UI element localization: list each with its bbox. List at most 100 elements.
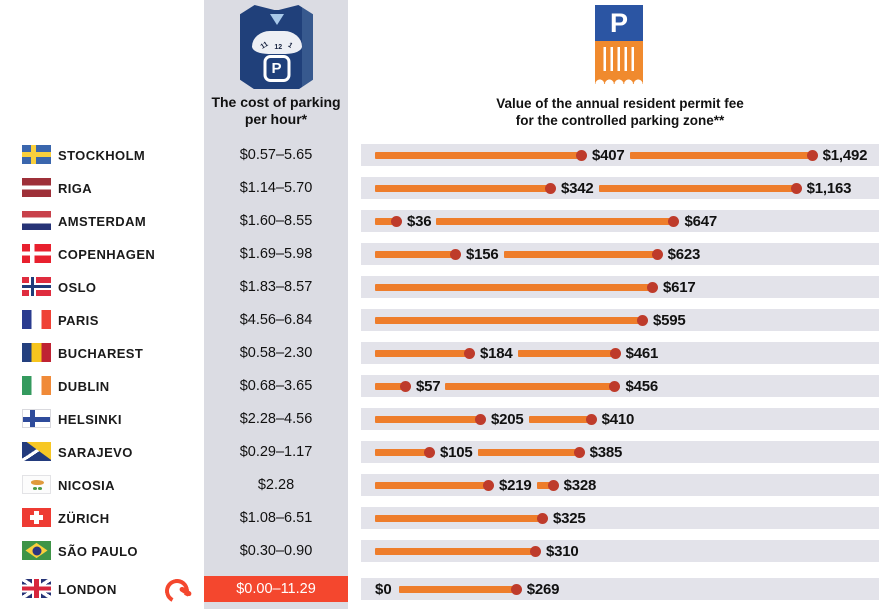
permit-fee-bar xyxy=(398,585,513,593)
bar-endpoint-dot-icon xyxy=(790,182,802,194)
hourly-cost-value: $0.00–11.29 xyxy=(204,576,348,602)
bar-endpoint-dot-icon xyxy=(400,380,411,392)
permit-fee-bar-track: $595 xyxy=(361,309,879,331)
flag-bosnia-icon xyxy=(22,442,51,461)
permit-fee-bar-track: $105 $385 xyxy=(361,441,879,463)
city-label: PARIS xyxy=(58,312,99,328)
table-row: SÃO PAULO $0.30–0.90 $310 xyxy=(0,540,891,562)
permit-fee-bar xyxy=(436,217,671,225)
bar-endpoint-dot-icon xyxy=(576,149,587,161)
parking-ticket-icon: P xyxy=(595,5,643,84)
bar-endpoint-dot-icon xyxy=(545,182,556,194)
table-row: BUCHAREST $0.58–2.30 $184 $461 xyxy=(0,342,891,364)
speedometer-gauge-icon xyxy=(161,575,194,607)
permit-fee-value-label: $105 xyxy=(440,443,473,461)
permit-fee-value-label: $461 xyxy=(625,344,659,362)
disc-dial-icon: 11 12 1 xyxy=(251,31,302,54)
permit-fee-bar-track: $342 $1,163 xyxy=(361,177,879,199)
permit-fee-value-label: $325 xyxy=(553,509,586,527)
bar-endpoint-dot-icon xyxy=(637,314,648,326)
hourly-title-line1: The cost of parking xyxy=(211,94,341,110)
permit-fee-bar-track: $325 xyxy=(361,507,879,529)
permit-fee-value-label: $156 xyxy=(466,245,499,263)
bar-endpoint-dot-icon xyxy=(424,446,435,458)
permit-fee-value-label: $310 xyxy=(546,542,579,560)
permit-fee-bar-track: $205 $410 xyxy=(361,408,879,430)
flag-romania-icon xyxy=(22,343,51,362)
permit-fee-bar xyxy=(517,349,612,357)
table-row: OSLO $1.83–8.57 $617 xyxy=(0,276,891,298)
hourly-cost-value: $0.68–3.65 xyxy=(239,378,313,394)
table-row: DUBLIN $0.68–3.65 $57 $456 xyxy=(0,375,891,397)
city-label: ZÜRICH xyxy=(58,510,110,526)
city-label: HELSINKI xyxy=(58,411,122,427)
dial-number: 11 xyxy=(259,40,270,51)
bar-endpoint-dot-icon xyxy=(483,479,494,491)
permit-fee-bar xyxy=(598,184,793,192)
permit-fee-bar-track: $156 $623 xyxy=(361,243,879,265)
disc-pointer-triangle-icon xyxy=(269,14,284,25)
permit-fee-value-label: $456 xyxy=(625,377,659,395)
city-label: LONDON xyxy=(58,581,117,597)
city-label: BUCHAREST xyxy=(58,345,144,361)
permit-fee-value-label: $269 xyxy=(526,580,560,598)
bar-endpoint-dot-icon xyxy=(475,413,486,425)
permit-fee-value-label: $647 xyxy=(684,212,718,230)
flag-france-icon xyxy=(22,310,51,329)
hourly-cost-value: $4.56–6.84 xyxy=(239,312,313,328)
bar-endpoint-dot-icon xyxy=(585,413,597,425)
permit-fee-value-label: $219 xyxy=(499,476,532,494)
hourly-cost-value: $0.57–5.65 xyxy=(239,147,313,163)
permit-fee-bar xyxy=(375,184,547,192)
table-row: LONDON $0.00–11.29 $0 $269 xyxy=(0,575,891,607)
permit-fee-bar xyxy=(375,382,402,390)
permit-fee-value-label: $328 xyxy=(563,476,597,494)
permit-fee-bar xyxy=(375,283,649,291)
bar-endpoint-dot-icon xyxy=(464,347,475,359)
permit-fee-value-label: $36 xyxy=(407,212,432,230)
table-row: NICOSIA $2.28 $219 $328 xyxy=(0,474,891,496)
ticket-scalloped-edge xyxy=(595,79,643,84)
hourly-cost-value: $2.28–4.56 xyxy=(239,411,313,427)
city-label: DUBLIN xyxy=(58,378,110,394)
bar-endpoint-dot-icon xyxy=(537,512,548,524)
table-row: AMSTERDAM $1.60–8.55 $36 $647 xyxy=(0,210,891,232)
bar-endpoint-dot-icon xyxy=(450,248,461,260)
permit-fee-bar xyxy=(375,481,485,489)
hourly-column-title: The cost of parking per hour* xyxy=(204,94,348,128)
table-row: ZÜRICH $1.08–6.51 $325 xyxy=(0,507,891,529)
flag-netherlands-icon xyxy=(22,211,51,230)
bar-endpoint-dot-icon xyxy=(391,215,402,227)
permit-fee-bar xyxy=(375,547,532,555)
city-label: SARAJEVO xyxy=(58,444,133,460)
hourly-cost-value: $1.08–6.51 xyxy=(239,510,313,526)
hourly-cost-value: $0.29–1.17 xyxy=(239,444,313,460)
permit-fee-bar xyxy=(375,448,426,456)
hourly-cost-value: $1.60–8.55 xyxy=(239,213,313,229)
bar-endpoint-dot-icon xyxy=(530,545,541,557)
city-label: STOCKHOLM xyxy=(58,147,146,163)
ticket-barcode-lines-icon xyxy=(603,47,635,71)
permit-fee-value-label: $1,492 xyxy=(822,146,868,164)
permit-fee-bar xyxy=(629,151,809,159)
flag-finland-icon xyxy=(22,409,51,428)
hourly-title-line2: per hour* xyxy=(244,111,308,128)
permit-fee-bar xyxy=(375,415,477,423)
bar-endpoint-dot-icon xyxy=(668,215,680,227)
flag-ireland-icon xyxy=(22,376,51,395)
permit-fee-bar xyxy=(445,382,612,390)
dial-number: 12 xyxy=(274,44,283,51)
bar-endpoint-dot-icon xyxy=(806,149,818,161)
permit-fee-bar-track: $184 $461 xyxy=(361,342,879,364)
ticket-p-letter: P xyxy=(595,5,643,41)
hourly-cost-value: $0.30–0.90 xyxy=(239,543,313,559)
flag-sweden-icon xyxy=(22,145,51,164)
permit-fee-value-label: $595 xyxy=(653,311,686,329)
parking-disc-icon: 11 12 1 P xyxy=(240,5,313,89)
bar-endpoint-dot-icon xyxy=(609,380,621,392)
permit-fee-value-label: $57 xyxy=(416,377,441,395)
dial-number: 1 xyxy=(286,41,294,50)
flag-uk-icon xyxy=(22,579,51,598)
city-label: NICOSIA xyxy=(58,477,115,493)
hourly-column-background xyxy=(204,0,348,609)
